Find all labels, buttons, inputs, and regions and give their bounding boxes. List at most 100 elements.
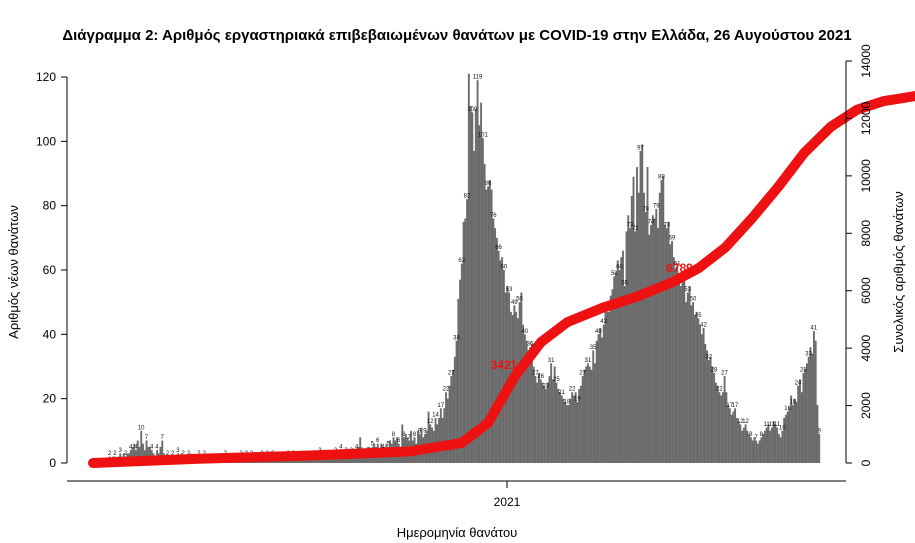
daily-deaths-bar <box>488 179 491 463</box>
daily-deaths-bar <box>702 327 705 463</box>
bar-data-label: 7 <box>145 435 149 441</box>
daily-deaths-bar <box>506 286 509 463</box>
x-tick-label: 2021 <box>494 495 521 509</box>
daily-deaths-bar <box>557 389 560 463</box>
bar-data-label: 97 <box>637 145 644 151</box>
daily-deaths-bar <box>602 324 605 463</box>
daily-deaths-bar <box>744 424 747 463</box>
daily-deaths-bar <box>553 366 556 463</box>
daily-deaths-bar <box>453 356 456 463</box>
daily-deaths-bar <box>543 385 546 463</box>
right-axis: 0 2000 4000 6000 8000 10000 12000 14000 <box>845 44 873 466</box>
daily-deaths-bar <box>147 446 150 463</box>
daily-deaths-bar <box>133 443 136 463</box>
bar-data-label: 12 <box>742 419 749 425</box>
daily-deaths-bar <box>441 417 444 463</box>
daily-deaths-bar <box>544 389 547 463</box>
daily-deaths-bar <box>779 437 782 463</box>
bar-data-label: 45 <box>695 313 702 319</box>
daily-deaths-bar <box>285 459 288 463</box>
daily-deaths-bar <box>481 138 484 463</box>
daily-deaths-bar <box>455 340 458 463</box>
bar-data-label: 101 <box>478 133 489 139</box>
daily-deaths-bar <box>145 440 148 463</box>
daily-deaths-bar <box>630 196 633 463</box>
bar-data-label: 6 <box>376 438 380 444</box>
daily-deaths-bar <box>522 324 525 463</box>
daily-deaths-bar <box>769 430 772 463</box>
daily-deaths-bar <box>804 369 807 463</box>
bar-data-label: 2 <box>182 451 186 457</box>
daily-deaths-bar <box>502 270 505 463</box>
daily-deaths-bar <box>592 350 595 463</box>
daily-deaths-bar <box>520 292 523 463</box>
daily-deaths-bar <box>336 456 339 463</box>
daily-deaths-bar <box>587 363 589 463</box>
bar-data-label: 19 <box>574 396 581 402</box>
bar-data-label: 53 <box>684 287 691 293</box>
bar-data-label: 25 <box>553 377 560 383</box>
bar-data-label: 11 <box>769 422 776 428</box>
daily-deaths-bar <box>576 401 579 463</box>
bar-data-label: 82 <box>464 194 471 200</box>
bar-data-label: 8 <box>760 432 764 438</box>
daily-deaths-bar <box>515 311 518 463</box>
cumulative-deaths-line <box>88 90 915 468</box>
daily-deaths-bar <box>558 392 561 463</box>
daily-deaths-bar <box>523 334 526 463</box>
daily-deaths-bar <box>581 376 584 463</box>
daily-deaths-bar <box>636 167 638 463</box>
bar-data-label: 78 <box>642 207 649 213</box>
daily-deaths-bar <box>809 347 812 463</box>
bar-data-label: 4 <box>355 445 359 451</box>
daily-deaths-bar <box>457 298 460 463</box>
bar-data-label: 18 <box>564 400 571 406</box>
daily-deaths-bar <box>290 459 293 463</box>
daily-deaths-bar <box>616 260 619 463</box>
daily-deaths-bar <box>140 430 143 463</box>
daily-deaths-bar <box>793 398 796 463</box>
daily-deaths-bar <box>732 411 735 463</box>
daily-deaths-bar <box>676 266 679 463</box>
daily-deaths-bar <box>763 430 766 463</box>
bar-data-label: 55 <box>621 281 628 287</box>
bar-data-label: 27 <box>579 371 586 377</box>
daily-deaths-bar <box>812 331 815 463</box>
daily-deaths-bar <box>665 228 668 463</box>
daily-deaths-bar <box>473 150 476 464</box>
daily-deaths-bar <box>718 392 721 463</box>
daily-deaths-bar <box>597 334 600 463</box>
daily-deaths-bar <box>709 356 712 463</box>
y-left-tick-label: 80 <box>43 199 57 213</box>
daily-deaths-bar <box>776 427 779 463</box>
daily-deaths-bar <box>608 311 610 463</box>
cumulative-labels-layer: 1353967893421 <box>490 261 693 372</box>
daily-deaths-bar <box>786 411 789 463</box>
bar-data-label: 9 <box>817 429 821 435</box>
y-left-tick-label: 20 <box>43 392 57 406</box>
y-axis-right-title: Συνολικός αριθμός θανάτων <box>891 191 906 352</box>
bar-data-label: 26 <box>537 374 544 380</box>
daily-deaths-bar <box>324 459 327 463</box>
daily-deaths-bar <box>753 437 756 463</box>
daily-deaths-bar <box>159 446 162 463</box>
daily-deaths-bar <box>548 376 551 463</box>
daily-deaths-bar <box>811 353 814 463</box>
y-right-tick-label: 4000 <box>859 334 873 361</box>
daily-deaths-bar <box>606 311 609 463</box>
daily-deaths-bar <box>331 456 334 463</box>
daily-deaths-bar <box>615 273 617 463</box>
daily-deaths-bar <box>651 215 654 463</box>
daily-deaths-bar <box>690 305 693 463</box>
daily-deaths-bar <box>790 395 793 463</box>
daily-deaths-bar <box>401 424 404 463</box>
daily-deaths-bar <box>578 389 581 463</box>
bar-data-label: 16 <box>784 406 791 412</box>
bar-data-label: 38 <box>453 335 460 341</box>
daily-deaths-bar <box>683 276 686 463</box>
bar-data-label: 2 <box>108 451 112 457</box>
daily-deaths-bar <box>648 234 651 463</box>
bar-data-label: 11 <box>774 422 781 428</box>
bars-layer <box>96 73 821 464</box>
daily-deaths-bar <box>438 417 441 463</box>
